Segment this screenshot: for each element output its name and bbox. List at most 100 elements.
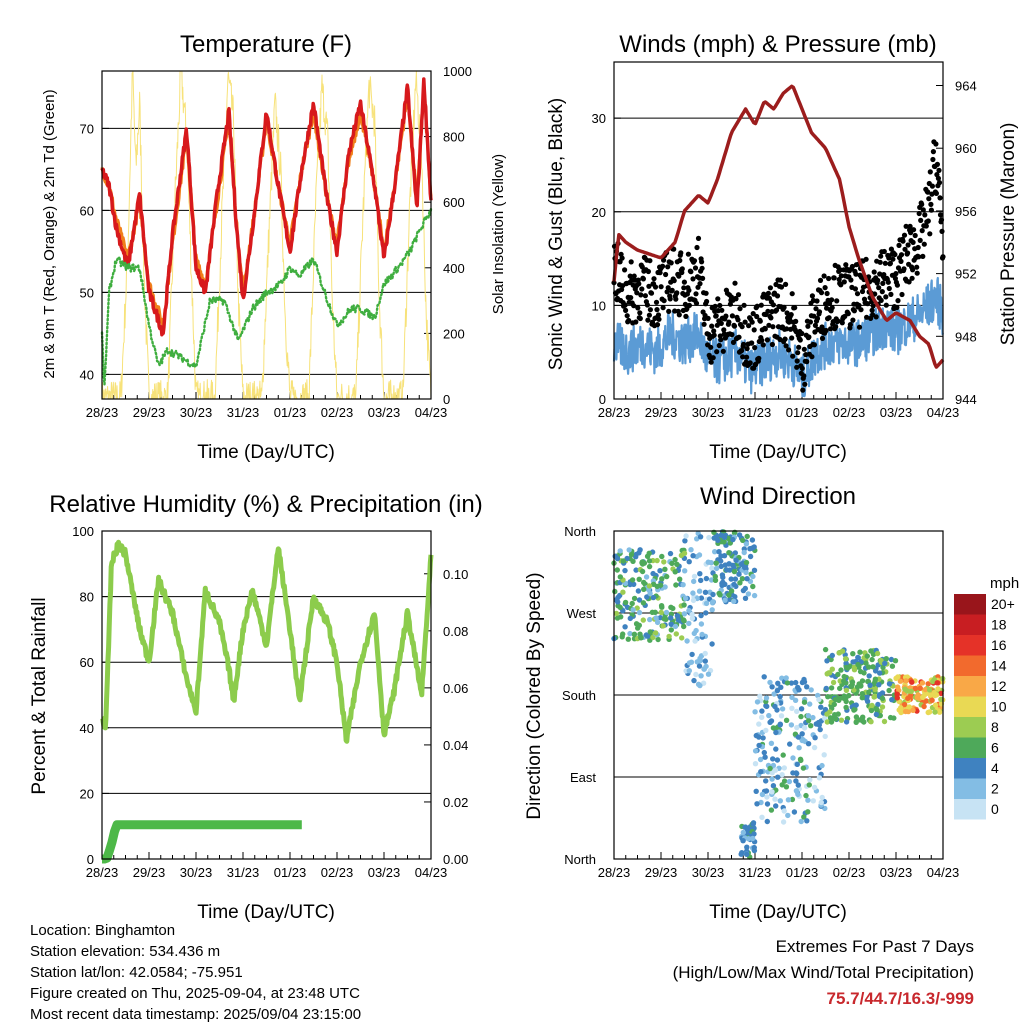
- direction-point: [938, 696, 944, 702]
- direction-point: [682, 595, 689, 601]
- gust-points-point: [892, 251, 898, 258]
- direction-point: [740, 838, 746, 844]
- gust-points-point: [936, 180, 943, 186]
- gust-points-point: [909, 275, 915, 281]
- direction-point: [736, 571, 742, 577]
- direction-point: [823, 685, 829, 692]
- direction-xtick-label-7: 04/23: [927, 865, 960, 880]
- direction-point: [613, 610, 620, 617]
- direction-point: [697, 534, 704, 540]
- direction-point: [672, 569, 678, 575]
- gust-points-point: [797, 337, 803, 343]
- gust-points-point: [628, 295, 634, 301]
- gust-points-point: [878, 253, 884, 259]
- direction-point: [932, 702, 939, 708]
- direction-point: [828, 719, 835, 725]
- gust-points-point: [898, 258, 904, 264]
- temperature-xtick-label-6: 03/23: [368, 405, 401, 420]
- gust-points-point: [911, 227, 917, 233]
- direction-point: [731, 581, 737, 588]
- direction-point: [709, 641, 715, 647]
- direction-ytick-label-0: North: [564, 852, 596, 867]
- direction-axes-frame: [613, 530, 944, 860]
- gust-points-point: [935, 175, 942, 181]
- gust-points-point: [758, 302, 764, 308]
- gust-points-point: [856, 302, 862, 308]
- colorbar-swatch-8: [954, 758, 986, 779]
- direction-point: [794, 761, 800, 767]
- direction-point: [750, 573, 756, 580]
- gust-points-point: [919, 228, 925, 234]
- direction-point: [759, 814, 765, 820]
- gust-points-point: [646, 283, 652, 289]
- direction-point: [838, 667, 844, 673]
- direction-point: [798, 713, 804, 720]
- direction-point: [920, 694, 926, 700]
- gust-points-point: [878, 297, 884, 303]
- humidity-ytick-label-3: 60: [80, 655, 94, 670]
- direction-point: [612, 588, 618, 595]
- direction-xtick-label-3: 31/23: [739, 865, 772, 880]
- direction-point: [633, 554, 639, 560]
- gust-points-point: [652, 284, 659, 290]
- direction-point: [641, 579, 647, 586]
- gust-points-point: [939, 228, 945, 234]
- direction-point: [644, 594, 650, 600]
- gust-points-point: [749, 319, 755, 325]
- direction-point: [883, 656, 889, 662]
- direction-point: [870, 664, 876, 670]
- temperature-ylabel-left: 2m & 9m T (Red, Orange) & 2m Td (Green): [41, 89, 58, 378]
- gust-points-point: [760, 342, 766, 348]
- direction-point: [637, 547, 643, 553]
- direction-point: [682, 538, 688, 544]
- gust-points-point: [691, 258, 698, 264]
- colorbar-swatch-4: [954, 676, 986, 697]
- direction-point: [759, 708, 765, 714]
- gust-points-point: [693, 300, 700, 306]
- direction-point: [647, 590, 653, 597]
- gust-points-point: [790, 353, 796, 359]
- direction-point: [926, 709, 933, 715]
- gust-points-point: [663, 271, 669, 278]
- gust-points-point: [880, 280, 886, 286]
- gust-points-point: [731, 323, 738, 329]
- direction-point: [659, 604, 665, 610]
- gust-points-point: [845, 311, 851, 317]
- gust-points-point: [833, 324, 839, 330]
- gust-points-point: [708, 359, 714, 365]
- direction-plot: 28/23 29/23 30/23 31/23 01/23 02/23 03/23 04/23…: [562, 524, 959, 880]
- direction-point: [761, 749, 767, 756]
- gust-points-point: [838, 282, 844, 288]
- gust-points-point: [858, 307, 864, 313]
- direction-point: [871, 694, 877, 700]
- gust-points-point: [711, 332, 717, 338]
- gust-points-point: [700, 275, 706, 281]
- direction-point: [792, 697, 799, 703]
- humidity-title: Relative Humidity (%) & Precipitation (i…: [49, 491, 482, 518]
- direction-point: [769, 789, 775, 795]
- wind-axes-frame: [613, 61, 944, 400]
- direction-point: [698, 577, 704, 584]
- direction-point: [780, 752, 786, 758]
- direction-point: [636, 597, 643, 603]
- direction-point: [759, 714, 765, 720]
- direction-point: [886, 681, 893, 687]
- gust-points-point: [742, 319, 748, 325]
- direction-point: [874, 706, 880, 712]
- temperature-plot: 28/23 29/23 30/23 31/23 01/23 02/23 03/23 04/23…: [80, 64, 472, 420]
- gust-points-point: [647, 307, 654, 313]
- gust-points-point: [783, 281, 789, 287]
- gust-points-point: [923, 223, 929, 229]
- direction-point: [762, 754, 768, 760]
- gust-points-point: [627, 273, 633, 279]
- direction-point: [866, 664, 872, 670]
- humidity-ytick-label-5: 100: [72, 524, 94, 539]
- station-latlon: Station lat/lon: 42.0584; -75.951: [30, 964, 243, 981]
- gust-points-point: [799, 330, 805, 337]
- direction-point: [768, 740, 775, 746]
- gust-points-point: [739, 324, 745, 330]
- direction-point: [689, 615, 696, 622]
- direction-point: [646, 583, 653, 589]
- direction-point: [721, 539, 727, 545]
- gust-points-point: [723, 313, 729, 319]
